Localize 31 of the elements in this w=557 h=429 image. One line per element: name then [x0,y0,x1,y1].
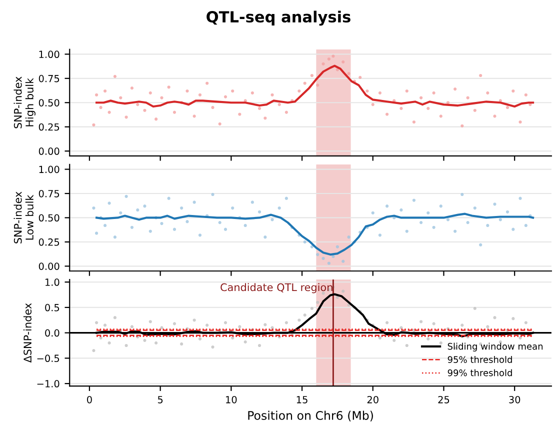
y-tick-label: 1.0 [46,278,60,286]
y-tick-label: 0.00 [38,262,60,270]
legend-label: Sliding window mean [448,342,543,352]
y-tick-label: 1.00 [39,166,60,174]
x-tick-label: 30 [509,396,520,404]
x-axis-title: Position on Chr6 (Mb) [248,410,373,422]
y-axis-title: SNP-index Low bulk [14,192,34,244]
chart-title: QTL-seq analysis [206,10,350,26]
annotation: Candidate QTL region [220,283,332,294]
x-tick-label: 5 [158,396,163,404]
legend-label: 99% threshold [448,369,512,376]
y-axis-title: SNP-index High bulk [14,76,36,128]
y-tick-label: −1.0 [37,380,60,388]
y-tick-label: 0.5 [45,304,60,312]
y-axis-title: ΔSNP-index [23,303,32,363]
legend-label: 95% threshold [448,356,512,363]
y-tick-label: 0.50 [38,214,60,222]
y-tick-label: 0.75 [38,74,60,82]
x-tick-label: 15 [296,396,308,404]
y-tick-label: 1.00 [39,50,60,58]
y-tick-label: 0.0 [45,329,60,337]
y-tick-label: 0.25 [38,238,60,246]
y-tick-label: 0.25 [38,123,60,131]
y-tick-label: 0.50 [38,99,60,106]
y-tick-label: 0.75 [38,190,60,198]
x-tick-label: 25 [438,396,450,404]
x-tick-label: 0 [87,396,92,404]
x-tick-label: 20 [367,396,378,404]
x-tick-label: 10 [226,396,237,404]
y-tick-label: −0.5 [37,354,60,362]
y-tick-label: 0.00 [38,148,60,155]
